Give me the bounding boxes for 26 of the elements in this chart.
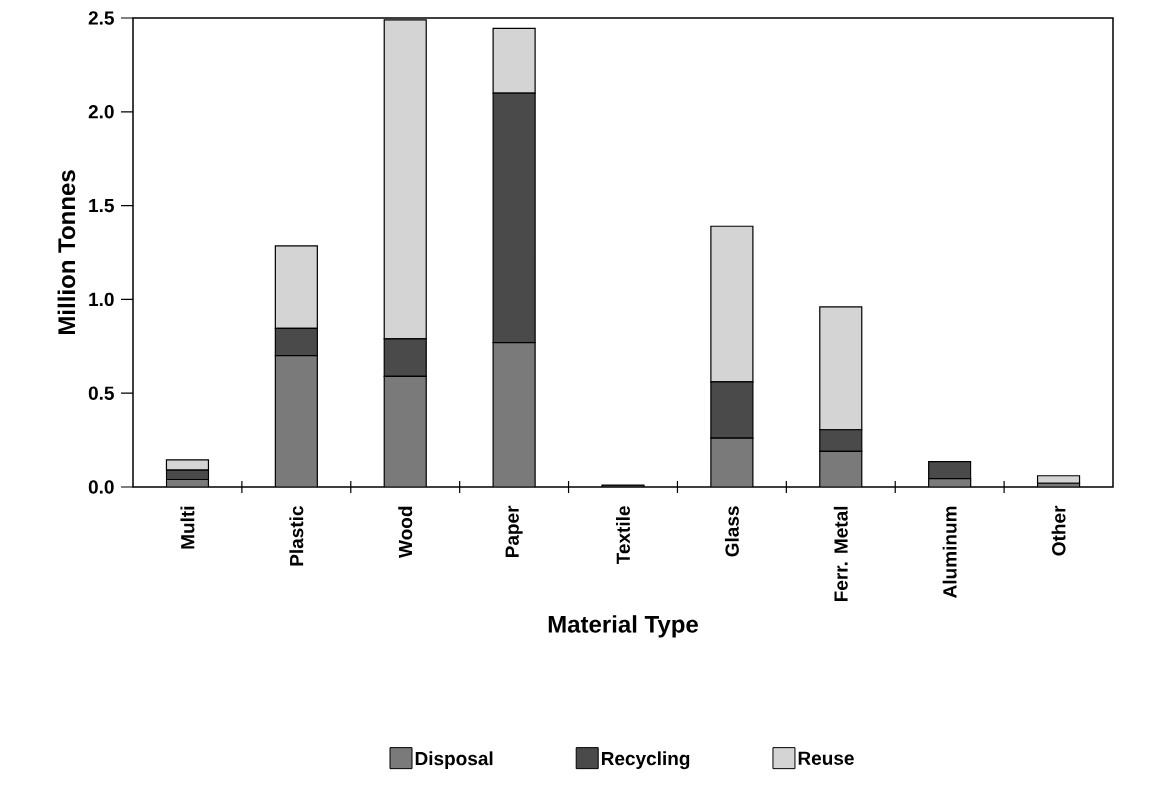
x-tick-label: Plastic (289, 506, 304, 566)
bar (710, 437, 754, 487)
x-tick-label: Multi (180, 506, 195, 549)
x-tick-label: Textile (616, 506, 630, 565)
y-tick-label: 2.0 (88, 105, 114, 119)
x-tick-label: Paper (505, 505, 523, 558)
y-tick-label: 0.5 (88, 386, 114, 400)
legend-label: Disposal (415, 751, 493, 770)
x-tick-label: Wood (398, 506, 413, 558)
legend-label: Recycling (601, 751, 690, 770)
bar (274, 355, 318, 487)
y-tick-label: 2.5 (88, 11, 114, 25)
x-tick-label: Ferr. Metal (833, 506, 848, 602)
x-tick-label: Glass (724, 506, 739, 557)
y-tick-label: 1.0 (89, 292, 114, 307)
bar (492, 341, 536, 487)
y-tick-label: 1.5 (89, 198, 114, 213)
x-axis-title: Material Type (548, 615, 698, 638)
bar (819, 450, 863, 487)
y-axis-title: Million Tonnes (57, 170, 76, 334)
x-tick-label: Other (1051, 505, 1066, 556)
y-tick-label: 0.0 (88, 480, 114, 494)
legend-label: Reuse (798, 751, 854, 765)
bar (383, 375, 427, 487)
x-tick-label: Aluminum (942, 506, 957, 598)
bar (928, 461, 972, 480)
